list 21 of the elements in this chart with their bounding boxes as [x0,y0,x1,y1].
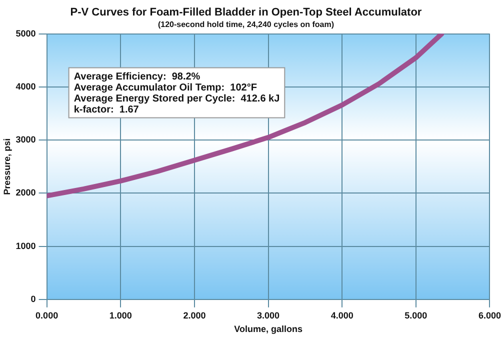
y-axis-title: Pressure, psi [2,138,12,195]
y-tick-label: 0 [30,294,36,304]
annotation: Average Accumulator Oil Temp: 102°F [74,82,257,94]
x-tick-label: 1.000 [109,310,132,320]
y-tick-label: 3000 [16,134,36,145]
x-tick-label: 3.000 [257,310,280,320]
y-tick-label: 1000 [16,240,36,251]
annotation: Average Energy Stored per Cycle: 412.6 kJ [74,94,280,105]
y-tick-label: 2000 [16,188,36,198]
x-tick-label: 4.000 [330,310,354,320]
chart-subtitle: (120-second hold time, 24,240 cycles on foam) [158,20,334,30]
x-tick-label: 2.000 [183,310,206,320]
chart-title: P-V Curves for Foam-Filled Bladder in Open-Top Steel Accumulator [70,6,422,19]
y-tick-label: 5000 [16,28,36,38]
x-axis-title: Volume, gallons [234,324,302,334]
annotation: k-factor: 1.67 [74,104,140,116]
x-tick-label: 5.000 [404,310,428,320]
y-tick-label: 4000 [16,81,36,92]
x-tick-label: 0.000 [36,310,58,320]
x-tick-label: 6.000 [478,310,502,320]
annotation: Average Efficiency: 98.2% [74,72,200,83]
